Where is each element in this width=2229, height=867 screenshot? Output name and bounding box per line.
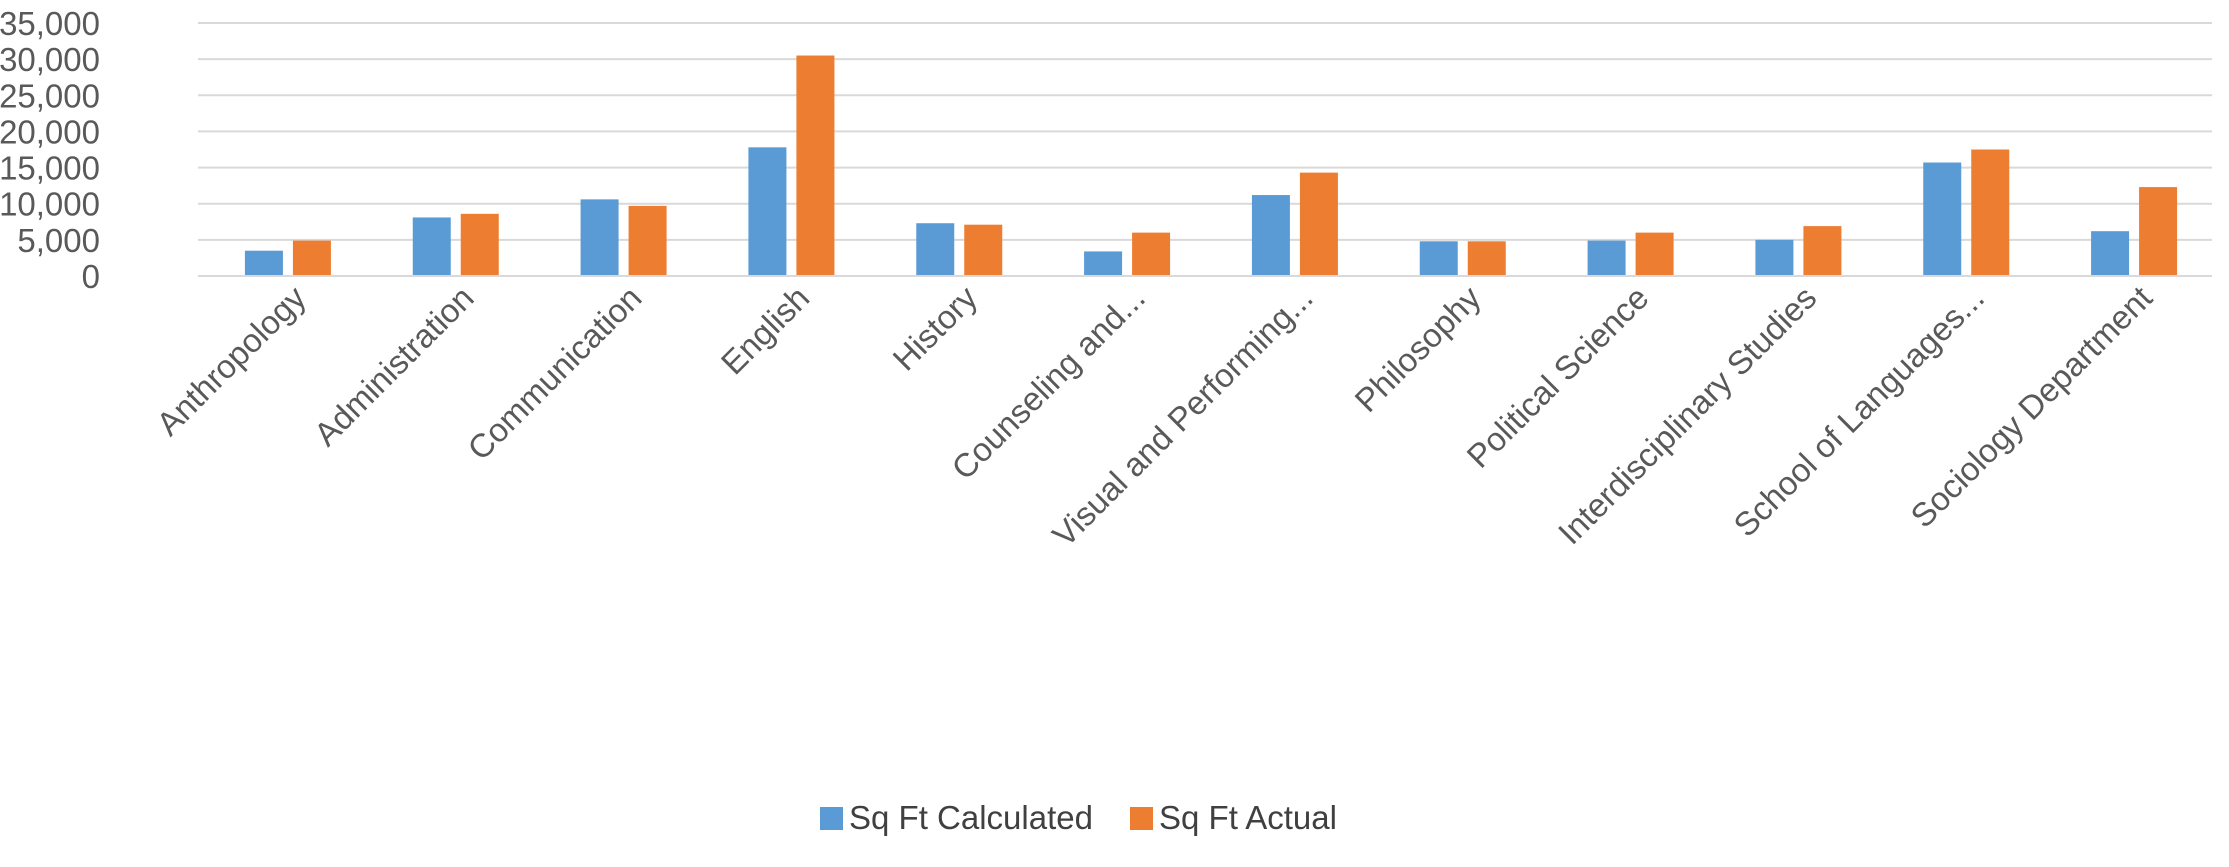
x-category-label: English xyxy=(714,279,817,382)
bar-actual xyxy=(1467,241,1506,276)
y-tick-label: 35,000 xyxy=(0,5,100,42)
bar-calculated xyxy=(1755,239,1794,276)
x-category-label: Philosophy xyxy=(1347,278,1488,419)
bar-calculated xyxy=(1251,195,1290,276)
y-tick-label: 20,000 xyxy=(0,113,100,150)
x-category-label: Anthropology xyxy=(149,278,313,442)
bar-calculated xyxy=(412,217,451,276)
legend: Sq Ft Calculated Sq Ft Actual xyxy=(820,799,1337,836)
bar-calculated xyxy=(916,223,955,276)
bar-calculated xyxy=(1587,240,1626,276)
y-tick-label: 10,000 xyxy=(0,186,100,223)
bar-calculated xyxy=(1419,241,1458,276)
y-axis-tick-labels: 05,00010,00015,00020,00025,00030,00035,0… xyxy=(0,5,100,295)
legend-label: Sq Ft Calculated xyxy=(849,799,1093,836)
bar-actual xyxy=(796,55,835,277)
legend-swatch xyxy=(820,807,843,830)
bar-calculated xyxy=(2091,231,2130,276)
bar-actual xyxy=(1971,149,2010,276)
y-tick-label: 15,000 xyxy=(0,150,100,187)
legend-swatch xyxy=(1130,807,1153,830)
x-category-label: History xyxy=(885,278,984,377)
legend-label: Sq Ft Actual xyxy=(1159,799,1337,836)
y-tick-label: 30,000 xyxy=(0,41,100,78)
bar-actual xyxy=(964,224,1003,276)
y-tick-label: 0 xyxy=(82,258,100,295)
bar-calculated xyxy=(1084,251,1123,276)
x-category-label: Communication xyxy=(460,279,648,467)
bar-calculated xyxy=(244,250,283,276)
y-tick-label: 5,000 xyxy=(17,222,100,259)
bar-actual xyxy=(1132,232,1171,276)
bar-actual xyxy=(292,240,331,276)
bar-calculated xyxy=(580,199,619,276)
bar-calculated xyxy=(1923,162,1962,276)
bar-calculated xyxy=(748,147,787,276)
bar-actual xyxy=(1635,232,1674,276)
y-tick-label: 25,000 xyxy=(0,77,100,114)
gridlines xyxy=(198,22,2212,241)
bar-actual xyxy=(460,213,499,276)
x-category-label: Political Science xyxy=(1459,279,1655,475)
x-category-label: Administration xyxy=(307,279,481,453)
bars xyxy=(244,55,2178,277)
bar-actual xyxy=(1299,172,1338,276)
bar-actual xyxy=(2139,187,2178,276)
bar-actual xyxy=(1803,226,1842,276)
bar-actual xyxy=(628,205,667,276)
